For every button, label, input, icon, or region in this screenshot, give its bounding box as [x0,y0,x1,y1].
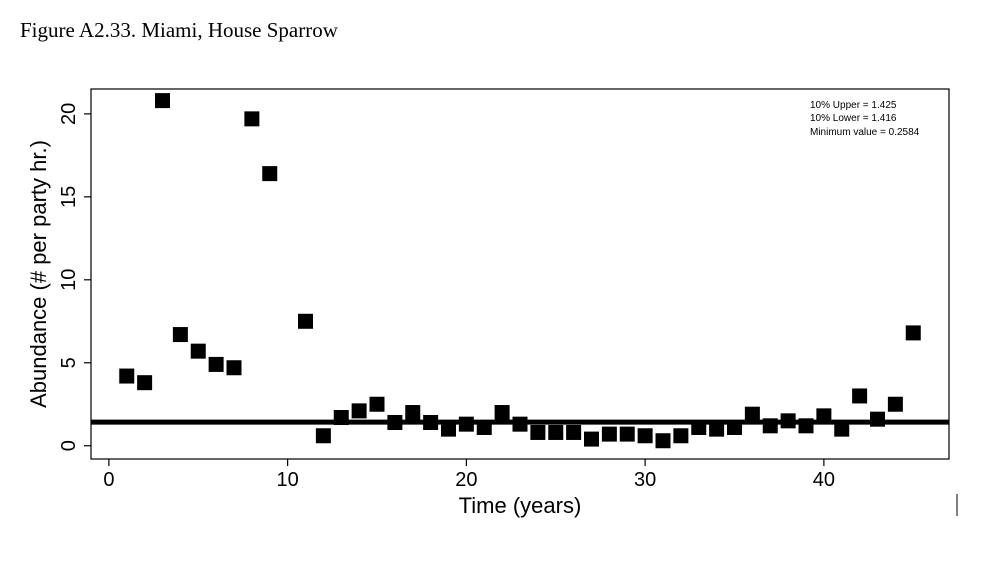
data-point [119,368,135,384]
data-point [816,408,832,424]
figure-title: Figure A2.33. Miami, House Sparrow [20,18,338,42]
x-tick-label: 40 [813,469,835,491]
data-point [870,411,885,427]
data-point [262,166,278,182]
data-point [298,313,313,329]
data-point [798,418,814,434]
data-point [619,426,635,442]
annotation-minimum: Minimum value = 0.2584 [810,127,920,138]
data-point [458,416,474,432]
data-point [333,410,349,426]
data-point [762,418,778,434]
data-point [780,413,796,429]
data-point [637,428,653,444]
plot-frame [90,88,950,460]
data-point [548,424,564,440]
y-axis-title: Abundance (# per party hr.) [26,140,51,408]
y-tick-label: 15 [58,186,80,208]
y-tick-label: 5 [58,357,80,368]
data-point [834,421,850,437]
data-point [226,360,242,376]
annotation-lower: 10% Lower = 1.416 [810,113,897,124]
data-point [405,405,421,421]
data-point [691,419,707,435]
data-point [744,406,760,422]
data-point [172,327,188,343]
data-point [315,428,331,444]
data-point [601,426,617,442]
data-point [673,428,689,444]
x-tick-label: 0 [103,469,114,491]
data-point [190,343,206,359]
data-point [905,325,921,341]
y-tick-label: 0 [58,440,80,451]
data-point [494,405,510,421]
data-point [887,396,903,412]
data-point [137,375,153,391]
data-point [512,416,528,432]
data-point [476,419,492,435]
data-point [369,396,385,412]
data-point [530,424,546,440]
x-tick-label: 20 [455,469,477,491]
data-point [441,421,456,437]
data-point [852,388,868,404]
data-point [727,419,742,435]
x-tick-label: 30 [634,469,656,491]
data-point [208,356,224,372]
x-axis-title: Time (years) [459,493,582,518]
data-point [655,433,671,449]
y-tick-label: 10 [58,269,80,291]
data-point [155,93,170,109]
data-point [709,421,725,437]
annotation-upper: 10% Upper = 1.425 [810,100,897,111]
data-point [387,414,403,430]
data-point [351,403,367,419]
data-point [584,431,599,447]
y-tick-label: 20 [58,103,80,125]
data-point [423,414,439,430]
x-tick-label: 10 [277,469,299,491]
data-point [566,424,582,440]
data-point [244,111,260,127]
